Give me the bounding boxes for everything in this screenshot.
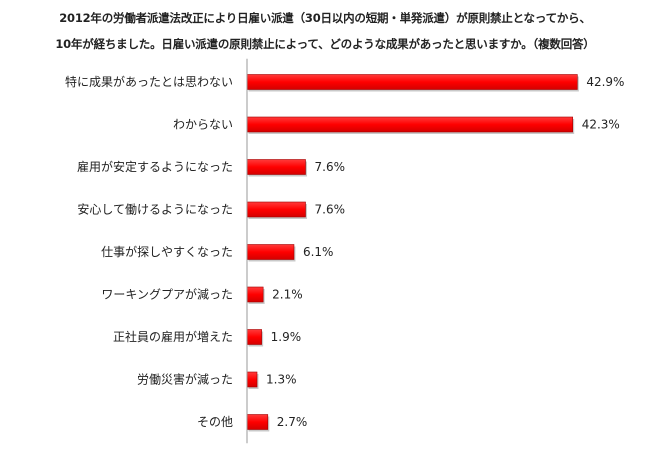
value-label: 1.9%	[271, 330, 302, 344]
value-label: 42.9%	[586, 75, 624, 89]
bar	[246, 329, 262, 345]
chart-title-line-1: 2012年の労働者派遣法改正により日雇い派遣（30日以内の短期・単発派遣）が原則…	[59, 11, 591, 25]
value-label: 2.1%	[272, 288, 303, 302]
bar	[246, 371, 258, 388]
category-label: 特に成果があったとは思わない	[65, 74, 233, 89]
bar	[246, 286, 264, 303]
category-label: 安心して働けるようになった	[77, 202, 233, 217]
bar	[246, 116, 574, 133]
category-label: 正社員の雇用が増えた	[113, 329, 233, 344]
chart-title-line-2: 10年が経ちました。日雇い派遣の原則禁止によって、どのような成果があったと思いま…	[55, 37, 595, 51]
value-label: 1.3%	[266, 373, 297, 387]
value-label: 7.6%	[315, 160, 346, 174]
value-label: 6.1%	[303, 245, 334, 259]
bar	[246, 159, 306, 175]
category-label: ワーキングプアが減った	[101, 287, 233, 302]
category-label: 労働災害が減った	[137, 372, 233, 387]
bar	[246, 244, 295, 260]
bar	[246, 414, 269, 430]
category-label: その他	[197, 415, 233, 429]
category-label: わからない	[173, 118, 233, 132]
category-label: 雇用が安定するようになった	[77, 159, 233, 174]
value-label: 7.6%	[315, 203, 346, 217]
bar	[246, 201, 306, 218]
category-label: 仕事が探しやすくなった	[101, 244, 233, 259]
value-label: 42.3%	[582, 118, 620, 132]
bar	[246, 74, 578, 90]
value-label: 2.7%	[277, 415, 308, 429]
